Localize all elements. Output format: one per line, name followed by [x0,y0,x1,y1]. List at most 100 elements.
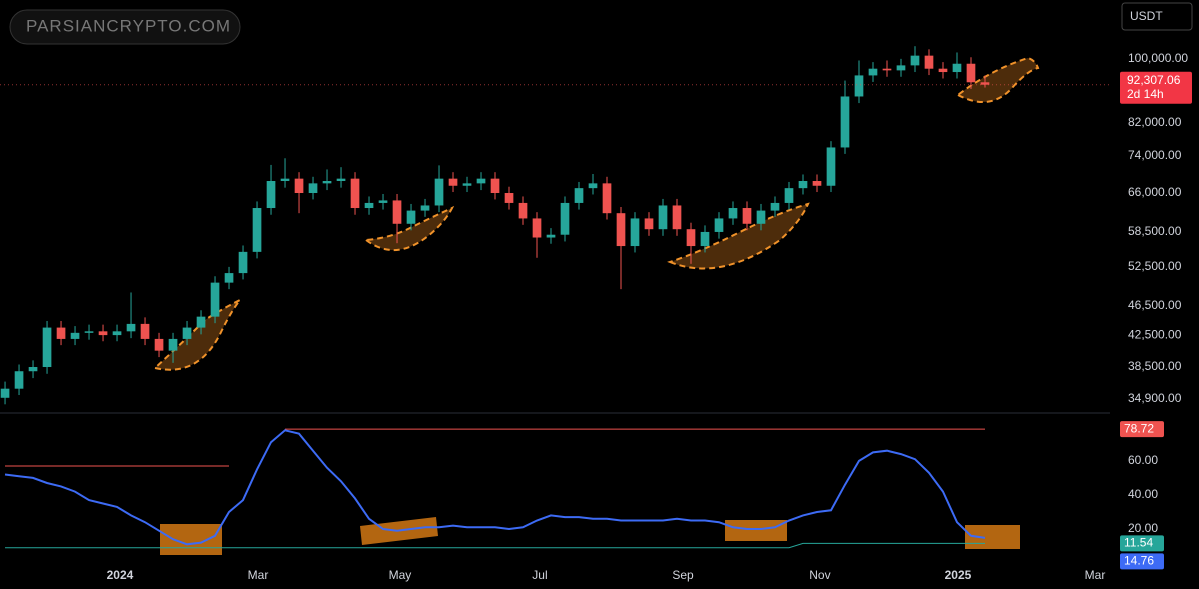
x-tick-label: May [389,568,412,582]
y-tick-label: 20.00 [1128,521,1158,535]
candle-body [476,178,486,184]
candle-body [406,210,416,224]
candle-body [28,367,38,372]
candle-body [770,202,780,211]
candle-body [546,234,556,238]
candle-body [0,388,10,398]
candle-body [728,208,738,219]
candle-body [434,178,444,206]
candle-body [924,55,934,69]
candle-body [70,332,80,339]
y-tick-label: 100,000.00 [1128,51,1188,65]
x-tick-label: 2025 [945,568,972,582]
highlight-curve [152,299,241,371]
candle-body [686,229,696,247]
x-tick-label: Jul [532,568,547,582]
candle-body [658,205,668,230]
candle-body [196,316,206,328]
candle-body [238,251,248,274]
candle-body [126,323,136,332]
candle-body [644,218,654,230]
candle-body [630,218,640,247]
candle-body [448,178,458,186]
y-tick-label: 58,500.00 [1128,224,1182,238]
candle-body [490,178,500,194]
candle-body [700,231,710,247]
currency[interactable]: USDT [1130,9,1163,23]
candle-body [168,338,178,351]
y-tick-label: 46,500.00 [1128,298,1182,312]
value-label-box [1120,553,1164,570]
highlight-curve [667,202,810,270]
watermark-text: PARSIANCRYPTO.COM [26,16,231,35]
y-tick-label: 38,500.00 [1128,359,1182,373]
candle-body [854,75,864,97]
candle-body [84,331,94,333]
candle-body [42,327,52,368]
candle-body [896,65,906,71]
candle-body [14,371,24,389]
indicator-line [5,542,985,549]
candle-body [182,327,192,339]
watermark-pill [9,9,241,45]
candle-body [336,178,346,182]
candle-body [868,68,878,76]
indicator-line [5,428,985,467]
candle-body [504,193,514,203]
highlight-curve [956,56,1040,104]
candle-body [280,178,290,182]
value-label-box [1120,421,1164,438]
candle-body [56,327,66,339]
y-tick-label: 60.00 [1128,453,1158,467]
candle-body [602,183,612,214]
candle-body [952,63,962,73]
candle-body [266,181,276,209]
x-tick-label: 2024 [107,568,134,582]
value-label: 78.72 [1124,421,1154,435]
value-label: 11.54 [1124,536,1153,550]
y-tick-label: 42,500.00 [1128,327,1182,341]
candle-body [616,213,626,247]
candle-body [224,273,234,283]
y-tick-label: 34,900.00 [1128,391,1182,405]
candle-body [560,202,570,235]
candle-body [532,218,542,238]
candle-body [378,200,388,203]
x-tick-label: Nov [809,568,830,582]
candle-body [980,82,990,85]
candle-body [938,68,948,73]
candle-body [140,323,150,339]
candle-body [210,282,220,317]
y-tick-label: 52,500.00 [1128,259,1182,273]
candle-body [672,205,682,230]
highlight-box [160,524,222,555]
candle-body [742,208,752,224]
candle-body [714,218,724,232]
candle-body [574,188,584,203]
candle-body [350,178,360,209]
candle-body [826,147,836,186]
candle-body [784,188,794,203]
candle-body [588,183,598,189]
candle-body [294,178,304,194]
candle-body [812,181,822,186]
value-label-box [1120,535,1164,552]
highlight-box [725,520,787,541]
indicator-line [4,429,986,546]
watermark: PARSIANCRYPTO.COM [9,9,241,45]
y-tick-label: 82,000.00 [1128,115,1182,129]
candle-body [364,202,374,209]
x-tick-label: Mar [1085,568,1106,582]
currency-box[interactable] [1121,2,1193,31]
price-label: 92,307.06 [1127,73,1181,87]
candle-body [420,205,430,211]
countdown: 2d 14h [1127,87,1164,101]
price-label-box [1120,71,1192,104]
candle-body [966,63,976,83]
candle-body [910,55,920,66]
candle-body [840,96,850,148]
annotations [152,56,1040,555]
candle-body [392,200,402,224]
y-tick-label: 74,000.00 [1128,148,1182,162]
